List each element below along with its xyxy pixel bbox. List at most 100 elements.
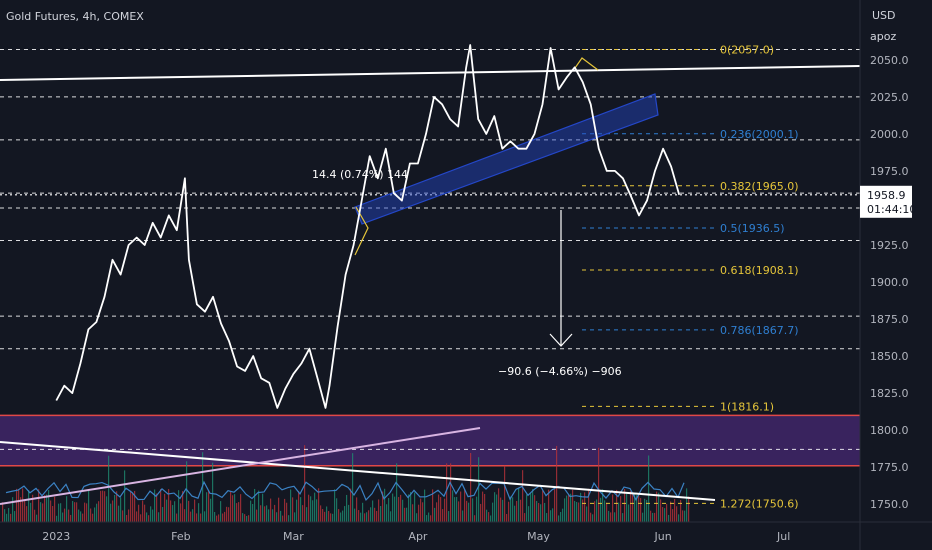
volume-bar bbox=[364, 513, 366, 522]
volume-bar bbox=[90, 508, 92, 522]
volume-bar bbox=[224, 511, 226, 522]
scale-mode-label[interactable]: apoz bbox=[870, 30, 896, 43]
volume-bar bbox=[530, 493, 532, 522]
volume-layer bbox=[2, 445, 690, 522]
volume-bar bbox=[512, 497, 514, 522]
volume-bar bbox=[332, 513, 334, 522]
volume-bar bbox=[104, 491, 106, 522]
volume-bar bbox=[368, 510, 370, 522]
last-price-badge bbox=[860, 185, 912, 218]
volume-bar bbox=[208, 490, 210, 522]
volume-bar bbox=[678, 514, 680, 522]
volume-bar bbox=[210, 498, 212, 522]
volume-bar bbox=[460, 491, 462, 522]
volume-bar bbox=[558, 515, 560, 522]
volume-bar bbox=[138, 504, 140, 522]
volume-bar bbox=[490, 515, 492, 522]
volume-bar bbox=[492, 502, 494, 522]
volume-bar bbox=[206, 492, 208, 522]
volume-bar bbox=[86, 503, 88, 522]
volume-bar bbox=[108, 455, 110, 522]
volume-bar bbox=[646, 499, 648, 522]
volume-bar bbox=[482, 491, 484, 522]
volume-bar bbox=[374, 507, 376, 522]
volume-bar bbox=[26, 506, 28, 522]
volume-bar bbox=[466, 500, 468, 522]
volume-bar bbox=[286, 502, 288, 522]
volume-bar bbox=[174, 501, 176, 522]
volume-bar bbox=[166, 499, 168, 522]
volume-bar bbox=[622, 513, 624, 522]
volume-bar bbox=[306, 507, 308, 522]
volume-bar bbox=[284, 498, 286, 522]
volume-bar bbox=[488, 512, 490, 522]
volume-bar bbox=[214, 511, 216, 522]
currency-label: USD bbox=[872, 9, 896, 22]
volume-bar bbox=[316, 499, 318, 522]
volume-bar bbox=[360, 512, 362, 522]
volume-bar bbox=[248, 515, 250, 522]
fib-level-label: 0.786(1867.7) bbox=[720, 324, 799, 337]
volume-bar bbox=[358, 510, 360, 522]
volume-bar bbox=[524, 513, 526, 522]
volume-bar bbox=[344, 506, 346, 522]
volume-bar bbox=[474, 515, 476, 522]
volume-bar bbox=[354, 508, 356, 522]
volume-bar bbox=[428, 512, 430, 522]
volume-bar bbox=[606, 502, 608, 522]
volume-bar bbox=[160, 488, 162, 522]
volume-bar bbox=[382, 491, 384, 522]
volume-bar bbox=[194, 499, 196, 522]
volume-bar bbox=[668, 514, 670, 522]
volume-bar bbox=[630, 491, 632, 522]
volume-bar bbox=[532, 489, 534, 522]
volume-bar bbox=[632, 494, 634, 522]
y-tick-label: 1850.0 bbox=[870, 350, 909, 363]
volume-bar bbox=[68, 509, 70, 522]
volume-bar bbox=[478, 457, 480, 522]
volume-bar bbox=[686, 488, 688, 522]
last-price-label: 1958.9 bbox=[867, 189, 906, 202]
volume-bar bbox=[328, 511, 330, 522]
volume-bar bbox=[556, 445, 558, 522]
fib-levels-layer: 0(2057.0) 0.236(2000.1) 0.382(1965.0) 0.5(1… bbox=[582, 43, 799, 510]
volume-bar bbox=[212, 462, 214, 522]
volume-bar bbox=[258, 490, 260, 522]
volume-bar bbox=[292, 497, 294, 522]
volume-bar bbox=[472, 498, 474, 522]
volume-bar bbox=[300, 497, 302, 522]
volume-bar bbox=[88, 489, 90, 522]
chart-title: Gold Futures, 4h, COMEX bbox=[6, 10, 144, 23]
volume-bar bbox=[640, 498, 642, 522]
volume-bar bbox=[254, 488, 256, 522]
volume-bar bbox=[404, 507, 406, 522]
volume-bar bbox=[634, 493, 636, 522]
volume-bar bbox=[112, 500, 114, 522]
volume-bar bbox=[128, 509, 130, 522]
volume-bar bbox=[146, 512, 148, 522]
volume-bar bbox=[592, 514, 594, 522]
y-tick-label: 1800.0 bbox=[870, 424, 909, 437]
volume-bar bbox=[518, 488, 520, 522]
volume-bar bbox=[280, 510, 282, 522]
volume-bar bbox=[590, 512, 592, 522]
volume-bar bbox=[172, 505, 174, 522]
volume-bar bbox=[456, 496, 458, 522]
volume-bar bbox=[140, 514, 142, 522]
price-series-layer bbox=[55, 44, 681, 409]
measure-label: −90.6 (−4.66%) −906 bbox=[498, 365, 622, 378]
volume-bar bbox=[338, 509, 340, 522]
volume-bar bbox=[672, 509, 674, 522]
volume-bar bbox=[534, 495, 536, 522]
volume-bar bbox=[60, 503, 62, 522]
volume-bar bbox=[506, 514, 508, 522]
volume-bar bbox=[386, 504, 388, 522]
volume-bar bbox=[396, 463, 398, 522]
annotations-layer: 14.4 (0.74%) 144 −90.6 (−4.66%) −906 bbox=[312, 168, 622, 378]
volume-bar bbox=[122, 510, 124, 522]
volume-bar bbox=[188, 500, 190, 522]
volume-bar bbox=[294, 512, 296, 522]
fib-level-label: 0.236(2000.1) bbox=[720, 128, 799, 141]
countdown-label: 01:44:10 bbox=[867, 203, 916, 216]
